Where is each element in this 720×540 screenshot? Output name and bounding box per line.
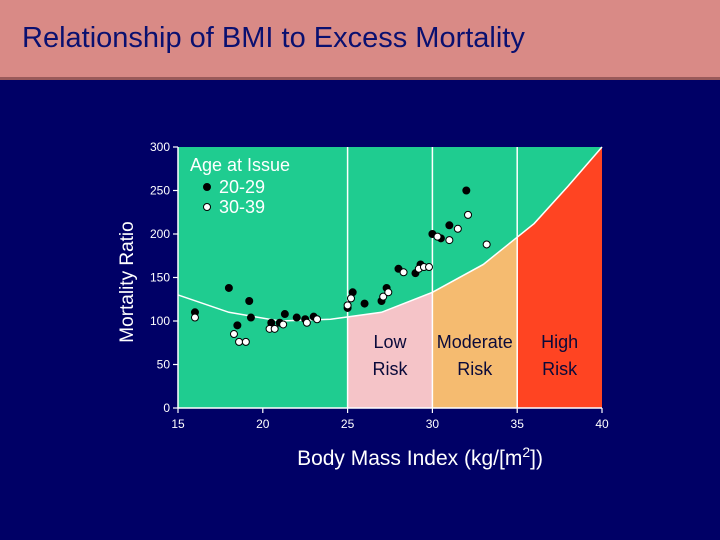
data-point-filled: [292, 313, 301, 322]
header-banner: Relationship of BMI to Excess Mortality: [0, 0, 720, 80]
legend-entry-label: 30-39: [219, 197, 265, 217]
data-point-open: [279, 320, 288, 329]
x-tick-label: 15: [171, 417, 185, 431]
y-tick-label: 100: [150, 314, 170, 328]
y-tick-label: 150: [150, 271, 170, 285]
zone-label-line2: Risk: [373, 359, 409, 379]
data-point-open: [270, 324, 279, 333]
x-tick-label: 30: [426, 417, 440, 431]
data-point-open: [241, 337, 250, 346]
x-tick-label: 35: [511, 417, 525, 431]
y-tick-label: 300: [150, 140, 170, 154]
data-point-open: [379, 292, 388, 301]
risk-zone-1: [347, 292, 433, 408]
zone-label-line1: High: [541, 332, 578, 352]
data-point-open: [343, 301, 352, 310]
legend-marker-filled: [203, 183, 211, 191]
y-axis-title: Mortality Ratio: [117, 221, 138, 342]
zone-label-line1: Moderate: [437, 332, 513, 352]
legend-entry-label: 20-29: [219, 177, 265, 197]
data-point-open: [313, 315, 322, 324]
x-axis-title: Body Mass Index (kg/[m2]): [297, 444, 543, 470]
risk-zone-3: [517, 147, 602, 408]
page-title: Relationship of BMI to Excess Mortality: [22, 22, 525, 54]
zone-label-line2: Risk: [542, 359, 578, 379]
data-point-filled: [224, 283, 233, 292]
data-point-open: [433, 232, 442, 241]
legend-title: Age at Issue: [190, 155, 290, 175]
risk-zone-2: [432, 237, 518, 408]
data-point-open: [229, 330, 238, 339]
data-point-filled: [445, 221, 454, 230]
data-point-filled: [245, 296, 254, 305]
zone-label-line1: Low: [373, 332, 407, 352]
data-point-open: [235, 337, 244, 346]
data-point-filled: [360, 299, 369, 308]
data-point-filled: [462, 186, 471, 195]
data-point-open: [464, 210, 473, 219]
data-point-open: [346, 294, 355, 303]
y-tick-label: 0: [163, 401, 170, 415]
data-point-open: [482, 240, 491, 249]
data-point-filled: [280, 310, 289, 319]
x-tick-label: 40: [595, 417, 609, 431]
zone-label-line2: Risk: [457, 359, 493, 379]
data-point-filled: [246, 313, 255, 322]
x-tick-label: 20: [256, 417, 270, 431]
y-tick-label: 50: [157, 358, 171, 372]
data-point-open: [302, 318, 311, 327]
x-tick-label: 25: [341, 417, 355, 431]
data-point-open: [453, 224, 462, 233]
y-tick-label: 200: [150, 227, 170, 241]
data-point-open: [384, 288, 393, 297]
data-point-filled: [233, 321, 242, 330]
data-point-open: [399, 268, 408, 277]
y-tick-label: 250: [150, 184, 170, 198]
data-point-open: [445, 236, 454, 245]
data-point-open: [425, 263, 434, 272]
legend-marker-open: [203, 203, 211, 211]
data-point-open: [190, 313, 199, 322]
